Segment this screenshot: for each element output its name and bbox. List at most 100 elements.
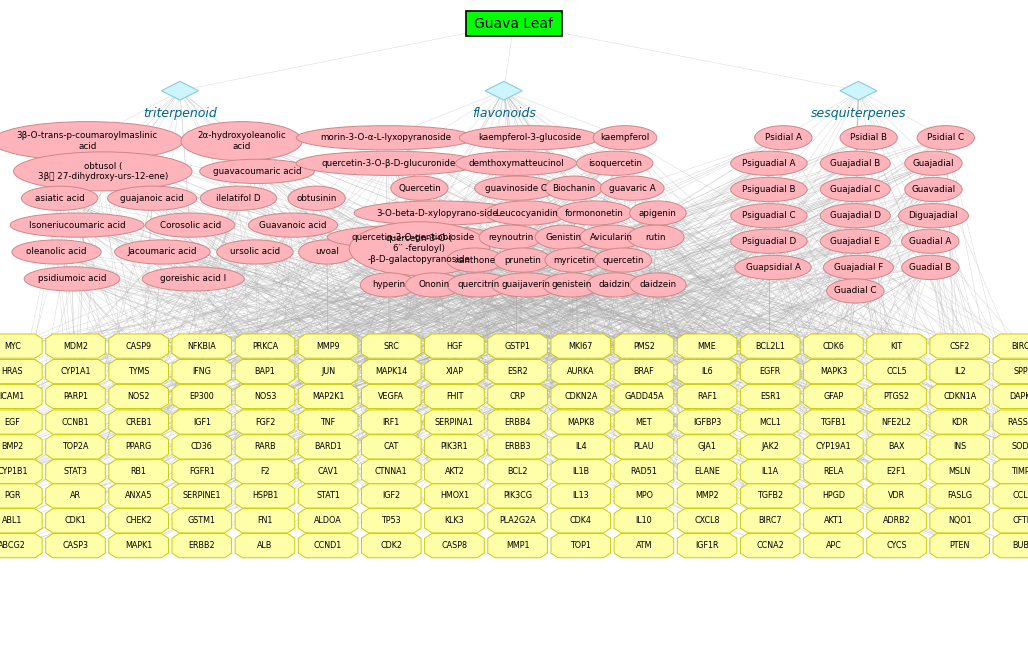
Polygon shape: [0, 509, 42, 533]
Text: BARD1: BARD1: [315, 442, 342, 452]
Polygon shape: [487, 334, 547, 358]
Text: daidzein: daidzein: [639, 280, 676, 290]
Text: ABL1: ABL1: [2, 516, 23, 526]
Polygon shape: [109, 509, 169, 533]
Text: F2: F2: [260, 467, 269, 476]
Polygon shape: [551, 534, 611, 558]
Ellipse shape: [361, 273, 417, 297]
Ellipse shape: [491, 273, 561, 297]
Ellipse shape: [455, 151, 577, 175]
Text: SOD1: SOD1: [1012, 442, 1028, 452]
Text: flavonoids: flavonoids: [472, 107, 536, 120]
Ellipse shape: [735, 255, 811, 280]
Text: ERBB4: ERBB4: [505, 417, 530, 427]
Polygon shape: [362, 435, 421, 459]
Ellipse shape: [296, 126, 475, 150]
Text: ilelatifol D: ilelatifol D: [216, 194, 261, 203]
Text: SPP1: SPP1: [1013, 367, 1028, 376]
Ellipse shape: [199, 159, 315, 183]
Text: PIK3R1: PIK3R1: [441, 442, 468, 452]
Polygon shape: [804, 435, 864, 459]
Polygon shape: [867, 534, 926, 558]
Text: MMP9: MMP9: [317, 341, 340, 351]
Text: morin-3-O-α-L-lyxopyranoside: morin-3-O-α-L-lyxopyranoside: [320, 133, 451, 142]
Text: Psidial A: Psidial A: [765, 133, 802, 142]
Text: Guajadial C: Guajadial C: [830, 185, 881, 194]
Polygon shape: [45, 360, 105, 384]
Polygon shape: [930, 435, 990, 459]
Ellipse shape: [902, 229, 959, 253]
Polygon shape: [804, 484, 864, 508]
Polygon shape: [235, 484, 295, 508]
Text: VDR: VDR: [888, 491, 905, 501]
Text: IL4: IL4: [575, 442, 587, 452]
Ellipse shape: [479, 225, 543, 249]
Ellipse shape: [350, 222, 489, 276]
Polygon shape: [172, 384, 231, 409]
Text: KLK3: KLK3: [445, 516, 465, 526]
Text: VEGFA: VEGFA: [378, 392, 404, 401]
Polygon shape: [362, 460, 421, 484]
Text: ESR1: ESR1: [760, 392, 780, 401]
Text: kaempferol: kaempferol: [600, 133, 650, 142]
Polygon shape: [614, 460, 673, 484]
Polygon shape: [614, 360, 673, 384]
Polygon shape: [298, 460, 358, 484]
Text: APC: APC: [825, 541, 841, 550]
Polygon shape: [677, 509, 737, 533]
Text: SRC: SRC: [383, 341, 399, 351]
Text: isoquercetin: isoquercetin: [588, 159, 641, 168]
Polygon shape: [362, 484, 421, 508]
Ellipse shape: [823, 255, 893, 280]
Text: CYP1A1: CYP1A1: [61, 367, 90, 376]
Ellipse shape: [556, 201, 632, 225]
Ellipse shape: [840, 126, 897, 150]
Text: Guajadial E: Guajadial E: [831, 237, 880, 246]
Text: GSTM1: GSTM1: [188, 516, 216, 526]
Polygon shape: [867, 384, 926, 409]
Ellipse shape: [827, 279, 884, 303]
Polygon shape: [551, 334, 611, 358]
Polygon shape: [0, 484, 42, 508]
Ellipse shape: [22, 186, 98, 210]
Polygon shape: [993, 484, 1028, 508]
Polygon shape: [425, 460, 484, 484]
Text: prunetin: prunetin: [504, 255, 541, 265]
Ellipse shape: [593, 126, 657, 150]
Text: TOP1: TOP1: [571, 541, 591, 550]
Polygon shape: [930, 460, 990, 484]
Polygon shape: [235, 384, 295, 409]
Polygon shape: [930, 384, 990, 409]
Polygon shape: [109, 384, 169, 409]
Ellipse shape: [475, 176, 557, 200]
Polygon shape: [993, 410, 1028, 434]
Polygon shape: [425, 360, 484, 384]
Polygon shape: [109, 334, 169, 358]
Ellipse shape: [755, 126, 812, 150]
Text: NOS3: NOS3: [254, 392, 277, 401]
Text: AKT2: AKT2: [444, 467, 465, 476]
Ellipse shape: [494, 248, 551, 272]
Polygon shape: [551, 484, 611, 508]
Text: ANXA5: ANXA5: [124, 491, 152, 501]
Text: CREB1: CREB1: [125, 417, 152, 427]
Polygon shape: [109, 460, 169, 484]
Polygon shape: [677, 360, 737, 384]
Text: Guavadial: Guavadial: [912, 185, 955, 194]
Polygon shape: [993, 360, 1028, 384]
Text: FGF2: FGF2: [255, 417, 276, 427]
Text: CDK6: CDK6: [822, 341, 844, 351]
Text: AKT1: AKT1: [823, 516, 843, 526]
Text: kaempferol-3-glucoside: kaempferol-3-glucoside: [478, 133, 581, 142]
Polygon shape: [614, 534, 673, 558]
Text: Ononin: Ononin: [418, 280, 449, 290]
Text: EGF: EGF: [4, 417, 21, 427]
Text: BAP1: BAP1: [255, 367, 276, 376]
Ellipse shape: [731, 177, 807, 202]
Text: obtusol (
3β， 27-dihydroxy-urs-12-ene): obtusol ( 3β， 27-dihydroxy-urs-12-ene): [38, 162, 168, 181]
Text: EP300: EP300: [189, 392, 214, 401]
Text: reynoutrin: reynoutrin: [488, 233, 534, 242]
Text: TIMP1: TIMP1: [1012, 467, 1028, 476]
Polygon shape: [235, 435, 295, 459]
Polygon shape: [235, 334, 295, 358]
